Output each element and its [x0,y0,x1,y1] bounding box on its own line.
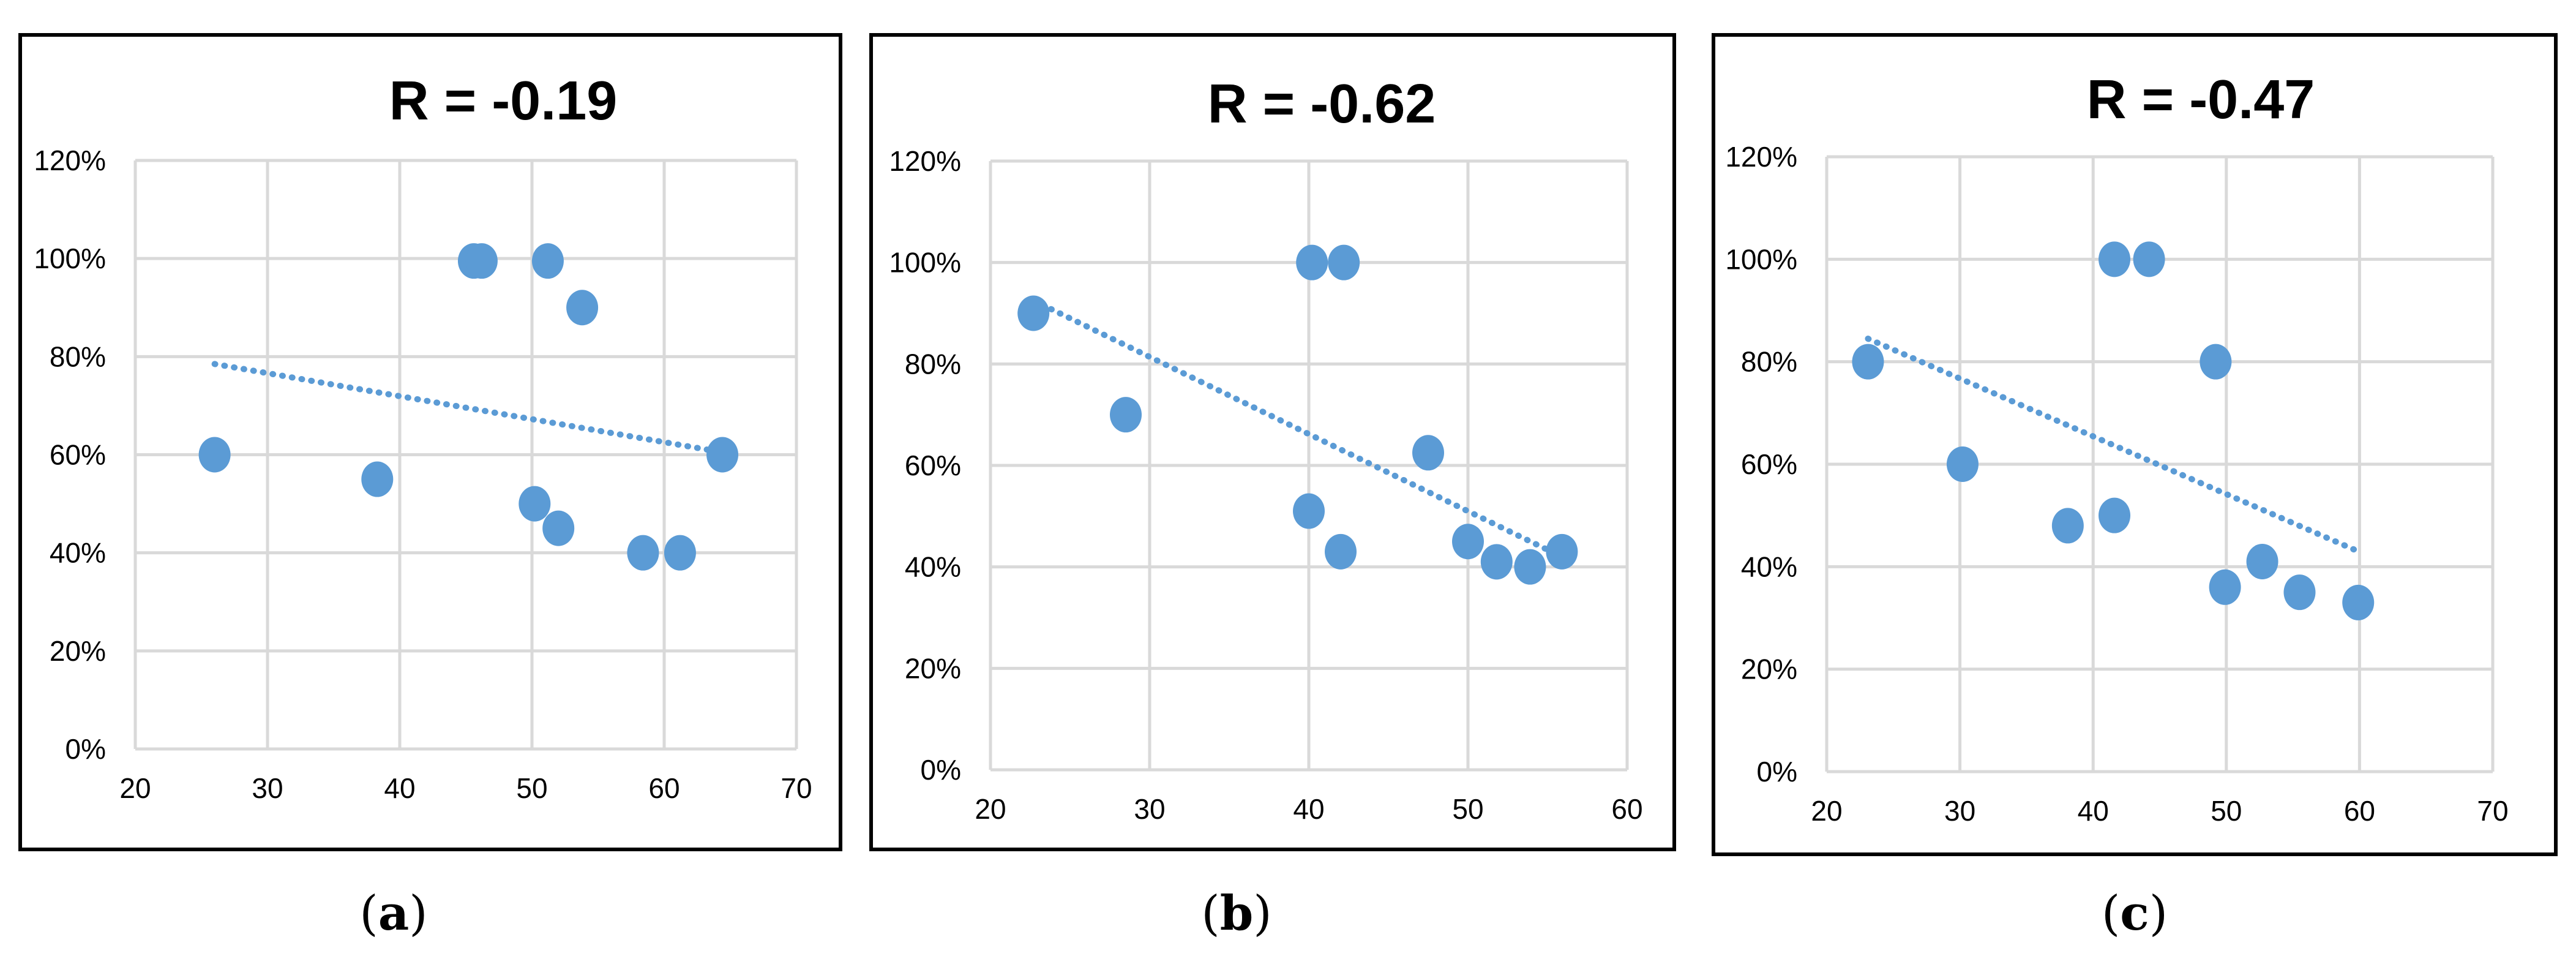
caption-c-open: ( [2101,886,2121,941]
data-point-b-0 [1017,295,1050,331]
data-point-a-5 [566,290,599,326]
data-point-b-10 [1546,533,1578,570]
caption-a-open: ( [359,886,378,941]
caption-c-close: ) [2149,886,2168,941]
data-point-c-6 [2200,344,2232,380]
chart-title-b: R = -0.62 [1208,73,1436,135]
data-point-c-5 [2099,497,2131,533]
chart-panel-c: 0% 20% 40% 60% 80% 100% 120% 20 30 40 50 60 70 R = -0… [1712,33,2558,856]
y-tick-label-c-5: 100% [1725,243,1797,275]
y-tick-label-b-5: 100% [889,247,961,279]
x-tick-label-a-5: 70 [781,772,812,804]
y-tick-label-a-4: 80% [50,341,106,372]
caption-c-letter: c [2120,886,2149,941]
y-tick-label-a-3: 60% [50,439,106,471]
data-point-b-9 [1514,549,1546,585]
data-point-b-6 [1412,435,1444,471]
data-point-b-7 [1452,524,1484,560]
x-tick-label-c-2: 40 [2078,795,2109,827]
x-tick-label-c-4: 60 [2344,795,2375,827]
y-tick-label-a-0: 0% [66,733,106,765]
data-point-a-6 [519,486,551,522]
x-tick-label-c-5: 70 [2477,795,2508,827]
x-tick-label-b-3: 50 [1452,793,1483,825]
y-tick-label-b-4: 80% [905,348,961,380]
trendline-c [1865,336,2362,555]
data-point-c-7 [2209,569,2241,605]
y-tick-label-c-2: 40% [1741,551,1797,582]
y-tick-label-b-1: 20% [905,652,961,684]
y-tick-label-c-4: 80% [1741,346,1797,378]
x-tick-label-c-1: 30 [1944,795,1975,827]
y-tick-label-a-1: 20% [50,635,106,667]
x-tick-label-b-1: 30 [1134,793,1165,825]
y-tick-label-b-0: 0% [921,754,961,786]
scatter-chart-a: 0% 20% 40% 60% 80% 100% 120% 20 30 40 50 60 70 R = -0… [34,70,812,804]
data-point-c-3 [2099,241,2131,277]
data-point-a-3 [465,243,498,279]
x-tick-label-b-0: 20 [975,793,1006,825]
data-point-c-8 [2246,543,2278,579]
chart-title-c: R = -0.47 [2087,69,2315,130]
y-tick-label-b-6: 120% [889,145,961,177]
chart-panel-a: 0% 20% 40% 60% 80% 100% 120% 20 30 40 50 60 70 R = -0… [18,33,842,851]
y-tick-label-c-6: 120% [1725,141,1797,173]
y-tick-label-c-3: 60% [1741,448,1797,480]
data-point-c-1 [1946,446,1979,482]
caption-a-close: ) [409,886,428,941]
chart-title-a: R = -0.19 [389,70,618,132]
x-tick-label-a-1: 30 [252,772,283,804]
caption-b-close: ) [1253,886,1272,941]
data-point-a-7 [542,510,575,546]
data-point-a-9 [664,535,696,571]
x-tick-label-b-4: 60 [1611,793,1642,825]
data-point-c-4 [2133,241,2165,277]
data-point-a-0 [198,437,231,473]
y-tick-label-a-5: 100% [34,243,106,274]
caption-b-letter: b [1219,886,1254,941]
data-point-b-1 [1110,397,1142,433]
data-point-a-10 [706,437,739,473]
y-tick-label-b-3: 60% [905,450,961,481]
y-tick-label-c-0: 0% [1757,756,1797,788]
trendline-a [211,361,726,456]
x-tick-label-a-2: 40 [384,772,415,804]
scatter-chart-b: 0% 20% 40% 60% 80% 100% 120% 20 30 40 50 60 R = -0.6… [889,73,1642,825]
data-point-b-3 [1328,244,1360,280]
data-point-c-10 [2342,584,2375,620]
x-tick-label-c-0: 20 [1811,795,1842,827]
x-tick-label-c-3: 50 [2211,795,2242,827]
data-point-b-2 [1296,244,1328,280]
y-tick-label-c-1: 20% [1741,653,1797,685]
x-tick-label-b-2: 40 [1293,793,1324,825]
x-tick-label-a-3: 50 [516,772,547,804]
x-tick-label-a-0: 20 [119,772,151,804]
caption-b: (b) [1163,890,1310,938]
chart-panel-b: 0% 20% 40% 60% 80% 100% 120% 20 30 40 50 60 R = -0.6… [869,33,1676,851]
data-point-c-2 [2051,508,2084,544]
caption-a: (a) [320,890,467,938]
data-point-c-0 [1852,344,1884,380]
data-point-c-9 [2283,574,2316,611]
data-point-b-4 [1293,493,1325,529]
data-point-a-8 [627,535,659,571]
data-point-a-4 [531,243,564,279]
y-tick-label-a-2: 40% [50,537,106,569]
trendline-b [1030,297,1565,560]
y-tick-label-b-2: 40% [905,551,961,583]
data-point-a-1 [361,461,394,497]
data-point-b-8 [1480,544,1513,580]
caption-b-open: ( [1201,886,1220,941]
caption-a-letter: a [378,886,410,941]
x-tick-label-a-4: 60 [648,772,680,804]
data-point-b-5 [1325,533,1357,570]
scatter-chart-c: 0% 20% 40% 60% 80% 100% 120% 20 30 40 50 60 70 R = -0… [1725,69,2508,827]
y-tick-label-a-6: 120% [34,145,106,176]
caption-c: (c) [2061,890,2208,938]
